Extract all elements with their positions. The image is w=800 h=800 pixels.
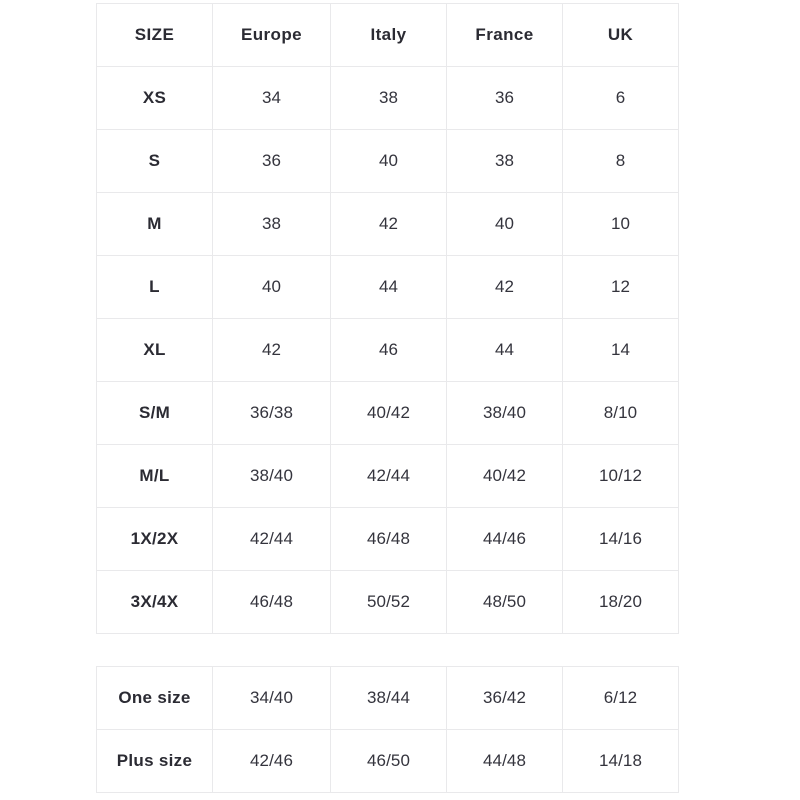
uk-cell: 18/20 (562, 570, 679, 634)
europe-cell: 38/40 (212, 444, 331, 508)
column-header-size: SIZE (96, 3, 213, 67)
table-row: Plus size 42/46 46/50 44/48 14/18 (96, 729, 679, 793)
uk-cell: 12 (562, 255, 679, 319)
size-label-cell: M (96, 192, 213, 256)
column-header-france: France (446, 3, 563, 67)
size-label-cell: 3X/4X (96, 570, 213, 634)
italy-cell: 38 (330, 66, 447, 130)
europe-cell: 34 (212, 66, 331, 130)
column-header-europe: Europe (212, 3, 331, 67)
europe-cell: 42/44 (212, 507, 331, 571)
uk-cell: 6 (562, 66, 679, 130)
uk-cell: 6/12 (562, 666, 679, 730)
uk-cell: 8 (562, 129, 679, 193)
column-header-italy: Italy (330, 3, 447, 67)
france-cell: 44/48 (446, 729, 563, 793)
table-row: M 38 42 40 10 (96, 192, 679, 256)
uk-cell: 14/18 (562, 729, 679, 793)
uk-cell: 8/10 (562, 381, 679, 445)
europe-cell: 46/48 (212, 570, 331, 634)
one-size-plus-size-table: One size 34/40 38/44 36/42 6/12 Plus siz… (96, 666, 679, 793)
france-cell: 42 (446, 255, 563, 319)
uk-cell: 10 (562, 192, 679, 256)
table-row: 1X/2X 42/44 46/48 44/46 14/16 (96, 507, 679, 571)
size-label-cell: XL (96, 318, 213, 382)
france-cell: 40/42 (446, 444, 563, 508)
size-label-cell: S/M (96, 381, 213, 445)
table-row: L 40 44 42 12 (96, 255, 679, 319)
europe-cell: 42 (212, 318, 331, 382)
france-cell: 36 (446, 66, 563, 130)
column-header-uk: UK (562, 3, 679, 67)
uk-cell: 14/16 (562, 507, 679, 571)
europe-cell: 36 (212, 129, 331, 193)
italy-cell: 46/50 (330, 729, 447, 793)
europe-cell: 40 (212, 255, 331, 319)
italy-cell: 42 (330, 192, 447, 256)
uk-cell: 14 (562, 318, 679, 382)
uk-cell: 10/12 (562, 444, 679, 508)
italy-cell: 40 (330, 129, 447, 193)
france-cell: 48/50 (446, 570, 563, 634)
italy-cell: 40/42 (330, 381, 447, 445)
europe-cell: 38 (212, 192, 331, 256)
table-row: XS 34 38 36 6 (96, 66, 679, 130)
table-body: XS 34 38 36 6 S 36 40 38 8 M 38 42 40 10 (96, 66, 679, 634)
size-label-cell: XS (96, 66, 213, 130)
europe-cell: 42/46 (212, 729, 331, 793)
size-label-cell: L (96, 255, 213, 319)
size-label-cell: Plus size (96, 729, 213, 793)
france-cell: 38/40 (446, 381, 563, 445)
size-label-cell: 1X/2X (96, 507, 213, 571)
italy-cell: 42/44 (330, 444, 447, 508)
france-cell: 44/46 (446, 507, 563, 571)
size-label-cell: M/L (96, 444, 213, 508)
europe-cell: 34/40 (212, 666, 331, 730)
table-row: S/M 36/38 40/42 38/40 8/10 (96, 381, 679, 445)
table-row: 3X/4X 46/48 50/52 48/50 18/20 (96, 570, 679, 634)
italy-cell: 46 (330, 318, 447, 382)
italy-cell: 50/52 (330, 570, 447, 634)
size-label-cell: S (96, 129, 213, 193)
france-cell: 38 (446, 129, 563, 193)
italy-cell: 44 (330, 255, 447, 319)
table-header: SIZE Europe Italy France UK (96, 3, 679, 67)
table-row: S 36 40 38 8 (96, 129, 679, 193)
italy-cell: 46/48 (330, 507, 447, 571)
table-row: XL 42 46 44 14 (96, 318, 679, 382)
france-cell: 40 (446, 192, 563, 256)
france-cell: 44 (446, 318, 563, 382)
header-row: SIZE Europe Italy France UK (96, 3, 679, 67)
main-size-conversion-table: SIZE Europe Italy France UK XS 34 38 36 … (96, 3, 679, 634)
table-row: M/L 38/40 42/44 40/42 10/12 (96, 444, 679, 508)
table-row: One size 34/40 38/44 36/42 6/12 (96, 666, 679, 730)
france-cell: 36/42 (446, 666, 563, 730)
italy-cell: 38/44 (330, 666, 447, 730)
size-label-cell: One size (96, 666, 213, 730)
europe-cell: 36/38 (212, 381, 331, 445)
table-body: One size 34/40 38/44 36/42 6/12 Plus siz… (96, 666, 679, 793)
